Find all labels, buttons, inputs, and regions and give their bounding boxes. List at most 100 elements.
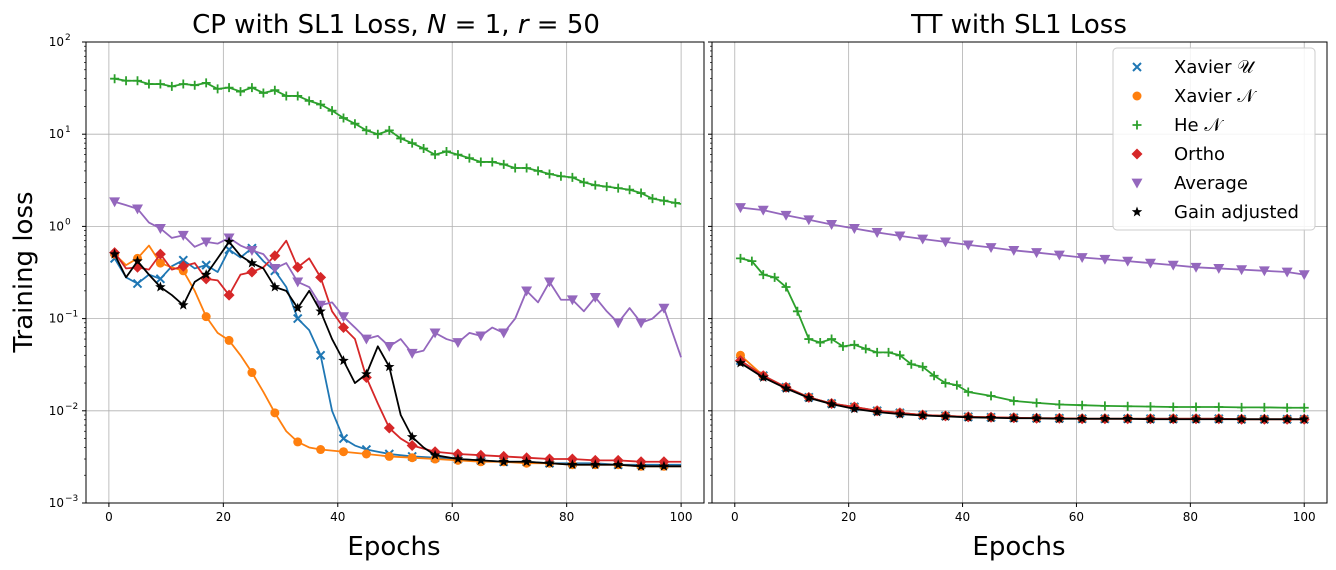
series-line <box>113 239 682 463</box>
series-xaviern <box>735 350 1309 424</box>
series-average <box>734 203 1310 281</box>
data-point <box>1054 400 1064 410</box>
data-point <box>1099 413 1111 424</box>
data-point <box>917 234 929 245</box>
y-tick-label: 10 <box>49 404 64 418</box>
panel-tt-frame <box>711 41 1328 504</box>
data-point <box>521 286 533 297</box>
data-point <box>985 412 997 423</box>
data-point <box>293 91 303 101</box>
data-point <box>940 410 951 421</box>
data-point <box>201 312 211 322</box>
data-point <box>430 150 440 160</box>
data-point <box>190 80 200 90</box>
data-point <box>1167 260 1179 271</box>
data-point <box>1031 248 1043 259</box>
data-point <box>544 457 555 468</box>
data-point <box>475 454 487 465</box>
x-tick-label: 100 <box>670 510 693 524</box>
data-point <box>133 76 142 86</box>
data-point <box>1099 254 1111 265</box>
data-point <box>406 348 418 359</box>
data-point <box>373 129 383 139</box>
series-average <box>109 197 682 359</box>
data-point <box>556 171 566 181</box>
data-point <box>338 312 349 323</box>
data-point <box>1168 402 1178 412</box>
x-tick-label: 40 <box>330 510 345 524</box>
data-point <box>499 159 509 169</box>
x-tick-label: 100 <box>1293 510 1316 524</box>
data-point <box>339 113 348 123</box>
panel-tt-title: TT with SL1 Loss <box>910 10 1127 40</box>
panel-cp-series <box>109 74 682 471</box>
data-point <box>985 243 997 254</box>
data-point <box>566 295 578 306</box>
legend-marker <box>1131 148 1143 160</box>
data-point <box>201 260 211 270</box>
data-point <box>567 172 577 182</box>
data-point <box>848 224 860 234</box>
series-line <box>740 257 1305 409</box>
panel-tt: TT with SL1 Loss 0 20 40 60 80 100 Epochs <box>708 10 1328 562</box>
x-tick-label: 20 <box>841 510 856 524</box>
data-point <box>383 341 395 352</box>
x-tick-label: 80 <box>1183 510 1198 524</box>
data-point <box>1236 413 1247 424</box>
data-point <box>826 398 837 409</box>
data-point <box>758 371 769 382</box>
data-point <box>327 106 337 116</box>
data-point <box>1299 403 1309 413</box>
data-point <box>201 78 211 88</box>
data-point <box>939 237 951 248</box>
data-point <box>602 182 612 192</box>
data-point <box>178 255 188 265</box>
data-point <box>917 409 928 420</box>
data-point <box>963 387 973 397</box>
data-point <box>121 76 131 86</box>
legend-entry-label: Xavier 𝒩 <box>1174 86 1257 107</box>
data-point <box>636 188 646 198</box>
series-line <box>113 247 682 466</box>
data-point <box>270 408 280 418</box>
data-point <box>1236 265 1248 276</box>
data-point <box>258 88 268 98</box>
data-point <box>770 272 780 282</box>
data-point <box>429 449 441 460</box>
y-tick-label: 10 <box>49 496 64 510</box>
data-point <box>406 440 418 452</box>
data-point <box>1076 253 1088 263</box>
data-point <box>1259 402 1269 412</box>
data-point <box>1008 412 1020 423</box>
data-point <box>1282 403 1292 413</box>
data-point <box>498 328 510 339</box>
data-point <box>304 96 314 106</box>
data-point <box>487 157 497 167</box>
legend-marker <box>1132 120 1142 130</box>
panel-cp: CP with SL1 Loss, N = 1, r = 50 0 20 40 60 8… <box>9 10 705 562</box>
panel-cp-title: CP with SL1 Loss, N = 1, r = 50 <box>192 10 600 40</box>
data-point <box>177 230 189 241</box>
data-point <box>154 248 166 260</box>
y-tick-exponent: 0 <box>65 217 71 227</box>
data-point <box>154 224 166 234</box>
data-point <box>613 183 623 193</box>
panel-tt-x-ticks: 0 20 40 60 80 100 <box>731 503 1316 524</box>
data-point <box>1237 402 1247 412</box>
data-point <box>350 119 360 129</box>
data-point <box>590 459 601 470</box>
data-point <box>735 357 746 368</box>
data-point <box>894 408 906 419</box>
data-point <box>338 433 349 444</box>
data-point <box>906 359 916 369</box>
legend-marker <box>1132 62 1142 72</box>
data-point <box>884 347 894 357</box>
legend-marker <box>1132 91 1142 101</box>
data-point <box>1054 413 1065 424</box>
data-point <box>281 91 291 101</box>
series-gain-adjusted <box>109 236 682 471</box>
data-point <box>918 362 928 372</box>
series-he <box>110 74 682 208</box>
data-point <box>109 248 120 259</box>
